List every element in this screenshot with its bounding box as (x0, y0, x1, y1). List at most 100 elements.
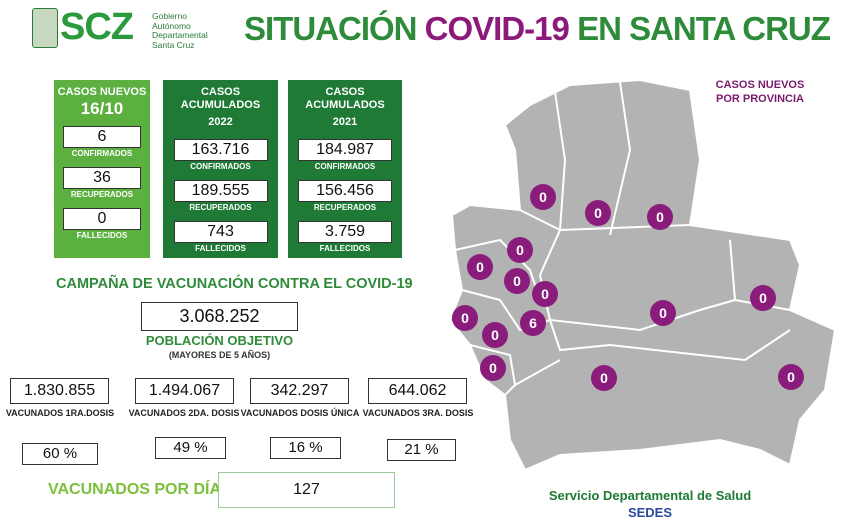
border (514, 359, 561, 386)
title: SITUACIÓN COVID-19 EN SANTA CRUZ (244, 10, 831, 48)
dose-value: 342.297 (250, 378, 349, 404)
case-value: 6 (62, 126, 142, 148)
province-circle (591, 365, 617, 391)
province-cases: 0 (787, 369, 795, 385)
title-part: SITUACIÓN (244, 10, 417, 47)
logo-line: Departamental (152, 30, 208, 40)
percent-sign: % (425, 441, 439, 458)
target-label: POBLACIÓN OBJETIVO (145, 333, 294, 348)
province-cases: 0 (476, 259, 484, 275)
province-cases: 0 (461, 310, 469, 326)
map-title-line: CASOS NUEVOS (715, 79, 805, 91)
province-cases: 0 (594, 205, 602, 221)
border (554, 91, 567, 231)
panel-header: CASOS ACUMULADOS (305, 86, 385, 111)
case-label: CONFIRMADOS (314, 162, 376, 171)
dose-label: VACUNADOS 3RA. DOSIS (362, 408, 474, 418)
province-map: 0 0 0 0 0 0 0 0 6 0 0 0 0 0 0 (448, 78, 837, 472)
case-value: 743 (173, 221, 268, 243)
case-value: 156.456 (298, 180, 392, 202)
province-circle (452, 305, 478, 331)
province-circle (532, 281, 558, 307)
vaccination-title: CAMPAÑA DE VACUNACIÓN CONTRA EL COVID-19 (56, 276, 413, 292)
case-label: FALLECIDOS (76, 231, 128, 240)
percent-value: 16 (288, 439, 306, 456)
province-circle (585, 200, 611, 226)
province-circle (467, 254, 493, 280)
case-value: 0 (62, 208, 142, 230)
panel-date: 16/10 (80, 99, 124, 118)
map-layer: 0 0 0 0 0 0 0 0 6 0 0 0 0 0 0 (448, 78, 837, 472)
case-value: 3.759 (298, 221, 392, 243)
coat-of-arms (32, 8, 58, 48)
dose-label: VACUNADOS DOSIS ÚNICA (240, 408, 360, 418)
percent-box: 60 % (22, 443, 98, 465)
department-shape (448, 78, 837, 472)
border (609, 81, 632, 236)
percent-box: 16 % (270, 437, 341, 459)
panel-header: CASOS ACUMULADOS (180, 86, 261, 111)
panel-header: CASOS NUEVOS (57, 86, 147, 98)
dose-label: VACUNADOS 1RA.DOSIS (5, 408, 115, 418)
province-cases: 0 (759, 290, 767, 306)
title-part: COVID-19 (424, 10, 570, 47)
province-circle (778, 364, 804, 390)
percent-sign: % (63, 445, 78, 462)
percent-value: 21 (404, 441, 422, 458)
dose-value: 1.830.855 (10, 378, 109, 404)
accumulated-panel: CASOS ACUMULADOS 2021 184.987 CONFIRMADO… (288, 80, 402, 258)
map-title: CASOS NUEVOS POR PROVINCIA (700, 78, 820, 106)
province-cases: 0 (541, 286, 549, 302)
border (538, 229, 736, 332)
case-value: 184.987 (298, 139, 392, 161)
province-cases: 0 (489, 360, 497, 376)
footer-line: Servicio Departamental de Salud (548, 488, 752, 503)
title-part: EN SANTA CRUZ (577, 10, 831, 47)
logo-line: Autónomo (152, 20, 191, 31)
logo-mark: SCZ (60, 6, 134, 48)
case-label: RECUPERADOS (70, 190, 134, 199)
percent-box: 49 % (155, 437, 226, 459)
dose-value: 644.062 (368, 378, 467, 404)
province-circle (480, 355, 506, 381)
case-label: CONFIRMADOS (71, 149, 133, 158)
panel-year: 2022 (208, 116, 233, 128)
map-title-line: POR PROVINCIA (715, 93, 804, 105)
border (469, 344, 517, 396)
province-cases: 0 (600, 370, 608, 386)
province-circle (507, 237, 533, 263)
percent-box: 21 % (387, 439, 456, 461)
case-value: 163.716 (173, 139, 268, 161)
logo-line: Gobierno (152, 11, 187, 21)
border (549, 319, 791, 362)
case-label: FALLECIDOS (319, 244, 371, 253)
province-cases: 6 (529, 315, 537, 331)
percent-sign: % (309, 439, 323, 456)
dose-label: VACUNADOS 2DA. DOSIS (128, 408, 240, 418)
case-label: CONFIRMADOS (190, 162, 251, 171)
province-circle (750, 285, 776, 311)
target-note: (MAYORES DE 5 AÑOS) (168, 350, 271, 360)
province-cases: 0 (516, 242, 524, 258)
province-circle (530, 184, 556, 210)
province-circle (504, 268, 530, 294)
target-value: 3.068.252 (141, 302, 298, 331)
province-cases: 0 (491, 327, 499, 343)
percent-value: 60 (42, 445, 60, 462)
province-circle (650, 300, 676, 326)
case-label: FALLECIDOS (195, 244, 246, 253)
new-cases-panel: CASOS NUEVOS 16/10 6 CONFIRMADOS 36 RECU… (54, 80, 150, 258)
logo-line: Santa Cruz (152, 39, 195, 50)
logo-text: Gobierno Autónomo Departamental Santa Cr… (152, 11, 208, 50)
per-day-label: VACUNADOS POR DÍA (48, 481, 222, 498)
per-day-value: 127 (218, 472, 395, 508)
accumulated-panel: CASOS ACUMULADOS 2022 163.716 CONFIRMADO… (163, 80, 278, 258)
province-cases: 0 (513, 273, 521, 289)
percent-sign: % (194, 439, 208, 456)
panel-year: 2021 (332, 116, 358, 128)
case-label: RECUPERADOS (313, 203, 377, 212)
case-value: 36 (62, 167, 142, 189)
footer: Servicio Departamental de Salud SEDES (500, 487, 800, 521)
